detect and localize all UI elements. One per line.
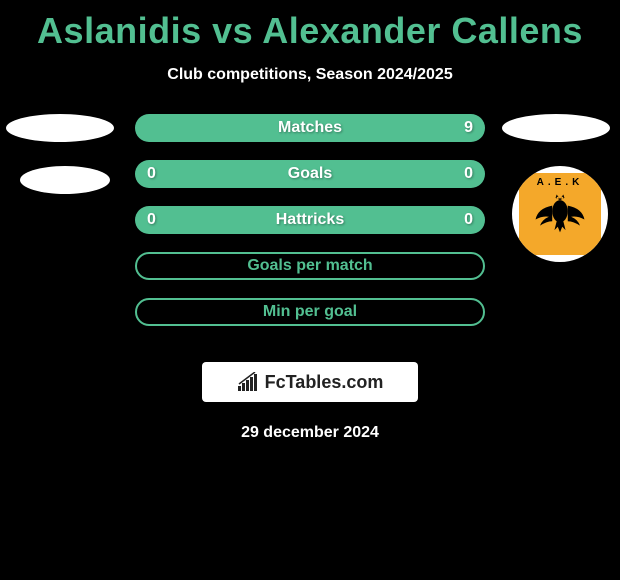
stat-label: Matches: [278, 119, 342, 137]
stat-label: Goals: [288, 165, 332, 183]
comparison-area: Α.Ε.Κ Matches 9 0 Goals 0: [0, 114, 620, 344]
club-letters: Α.Ε.Κ: [537, 177, 584, 188]
stat-row-matches: Matches 9: [135, 114, 485, 142]
stat-row-hattricks: 0 Hattricks 0: [135, 206, 485, 234]
stat-row-goals-per-match: Goals per match: [135, 252, 485, 280]
stat-label: Goals per match: [247, 257, 372, 275]
stat-left-value: 0: [147, 211, 156, 229]
bar-chart-icon: [237, 372, 261, 392]
player-left-badges: [0, 114, 120, 218]
stat-right-value: 9: [464, 119, 473, 137]
stat-row-min-per-goal: Min per goal: [135, 298, 485, 326]
eagle-icon: [530, 189, 590, 239]
stat-row-goals: 0 Goals 0: [135, 160, 485, 188]
stat-right-value: 0: [464, 211, 473, 229]
player-right-club-logo: Α.Ε.Κ: [512, 166, 608, 262]
stat-label: Hattricks: [276, 211, 344, 229]
stat-rows: Matches 9 0 Goals 0 0 Hattricks 0 Goals …: [135, 114, 485, 326]
player-right-badge-placeholder: [502, 114, 610, 142]
brand-box[interactable]: FcTables.com: [202, 362, 418, 402]
player-left-club-placeholder: [20, 166, 110, 194]
stat-right-value: 0: [464, 165, 473, 183]
footer-date: 29 december 2024: [0, 424, 620, 442]
stat-label: Min per goal: [263, 303, 357, 321]
player-right-badges: Α.Ε.Κ: [500, 114, 620, 262]
player-left-badge-placeholder: [6, 114, 114, 142]
page-title: Aslanidis vs Alexander Callens: [0, 0, 620, 52]
brand-text: FcTables.com: [265, 372, 384, 393]
page-subtitle: Club competitions, Season 2024/2025: [0, 66, 620, 84]
stat-left-value: 0: [147, 165, 156, 183]
